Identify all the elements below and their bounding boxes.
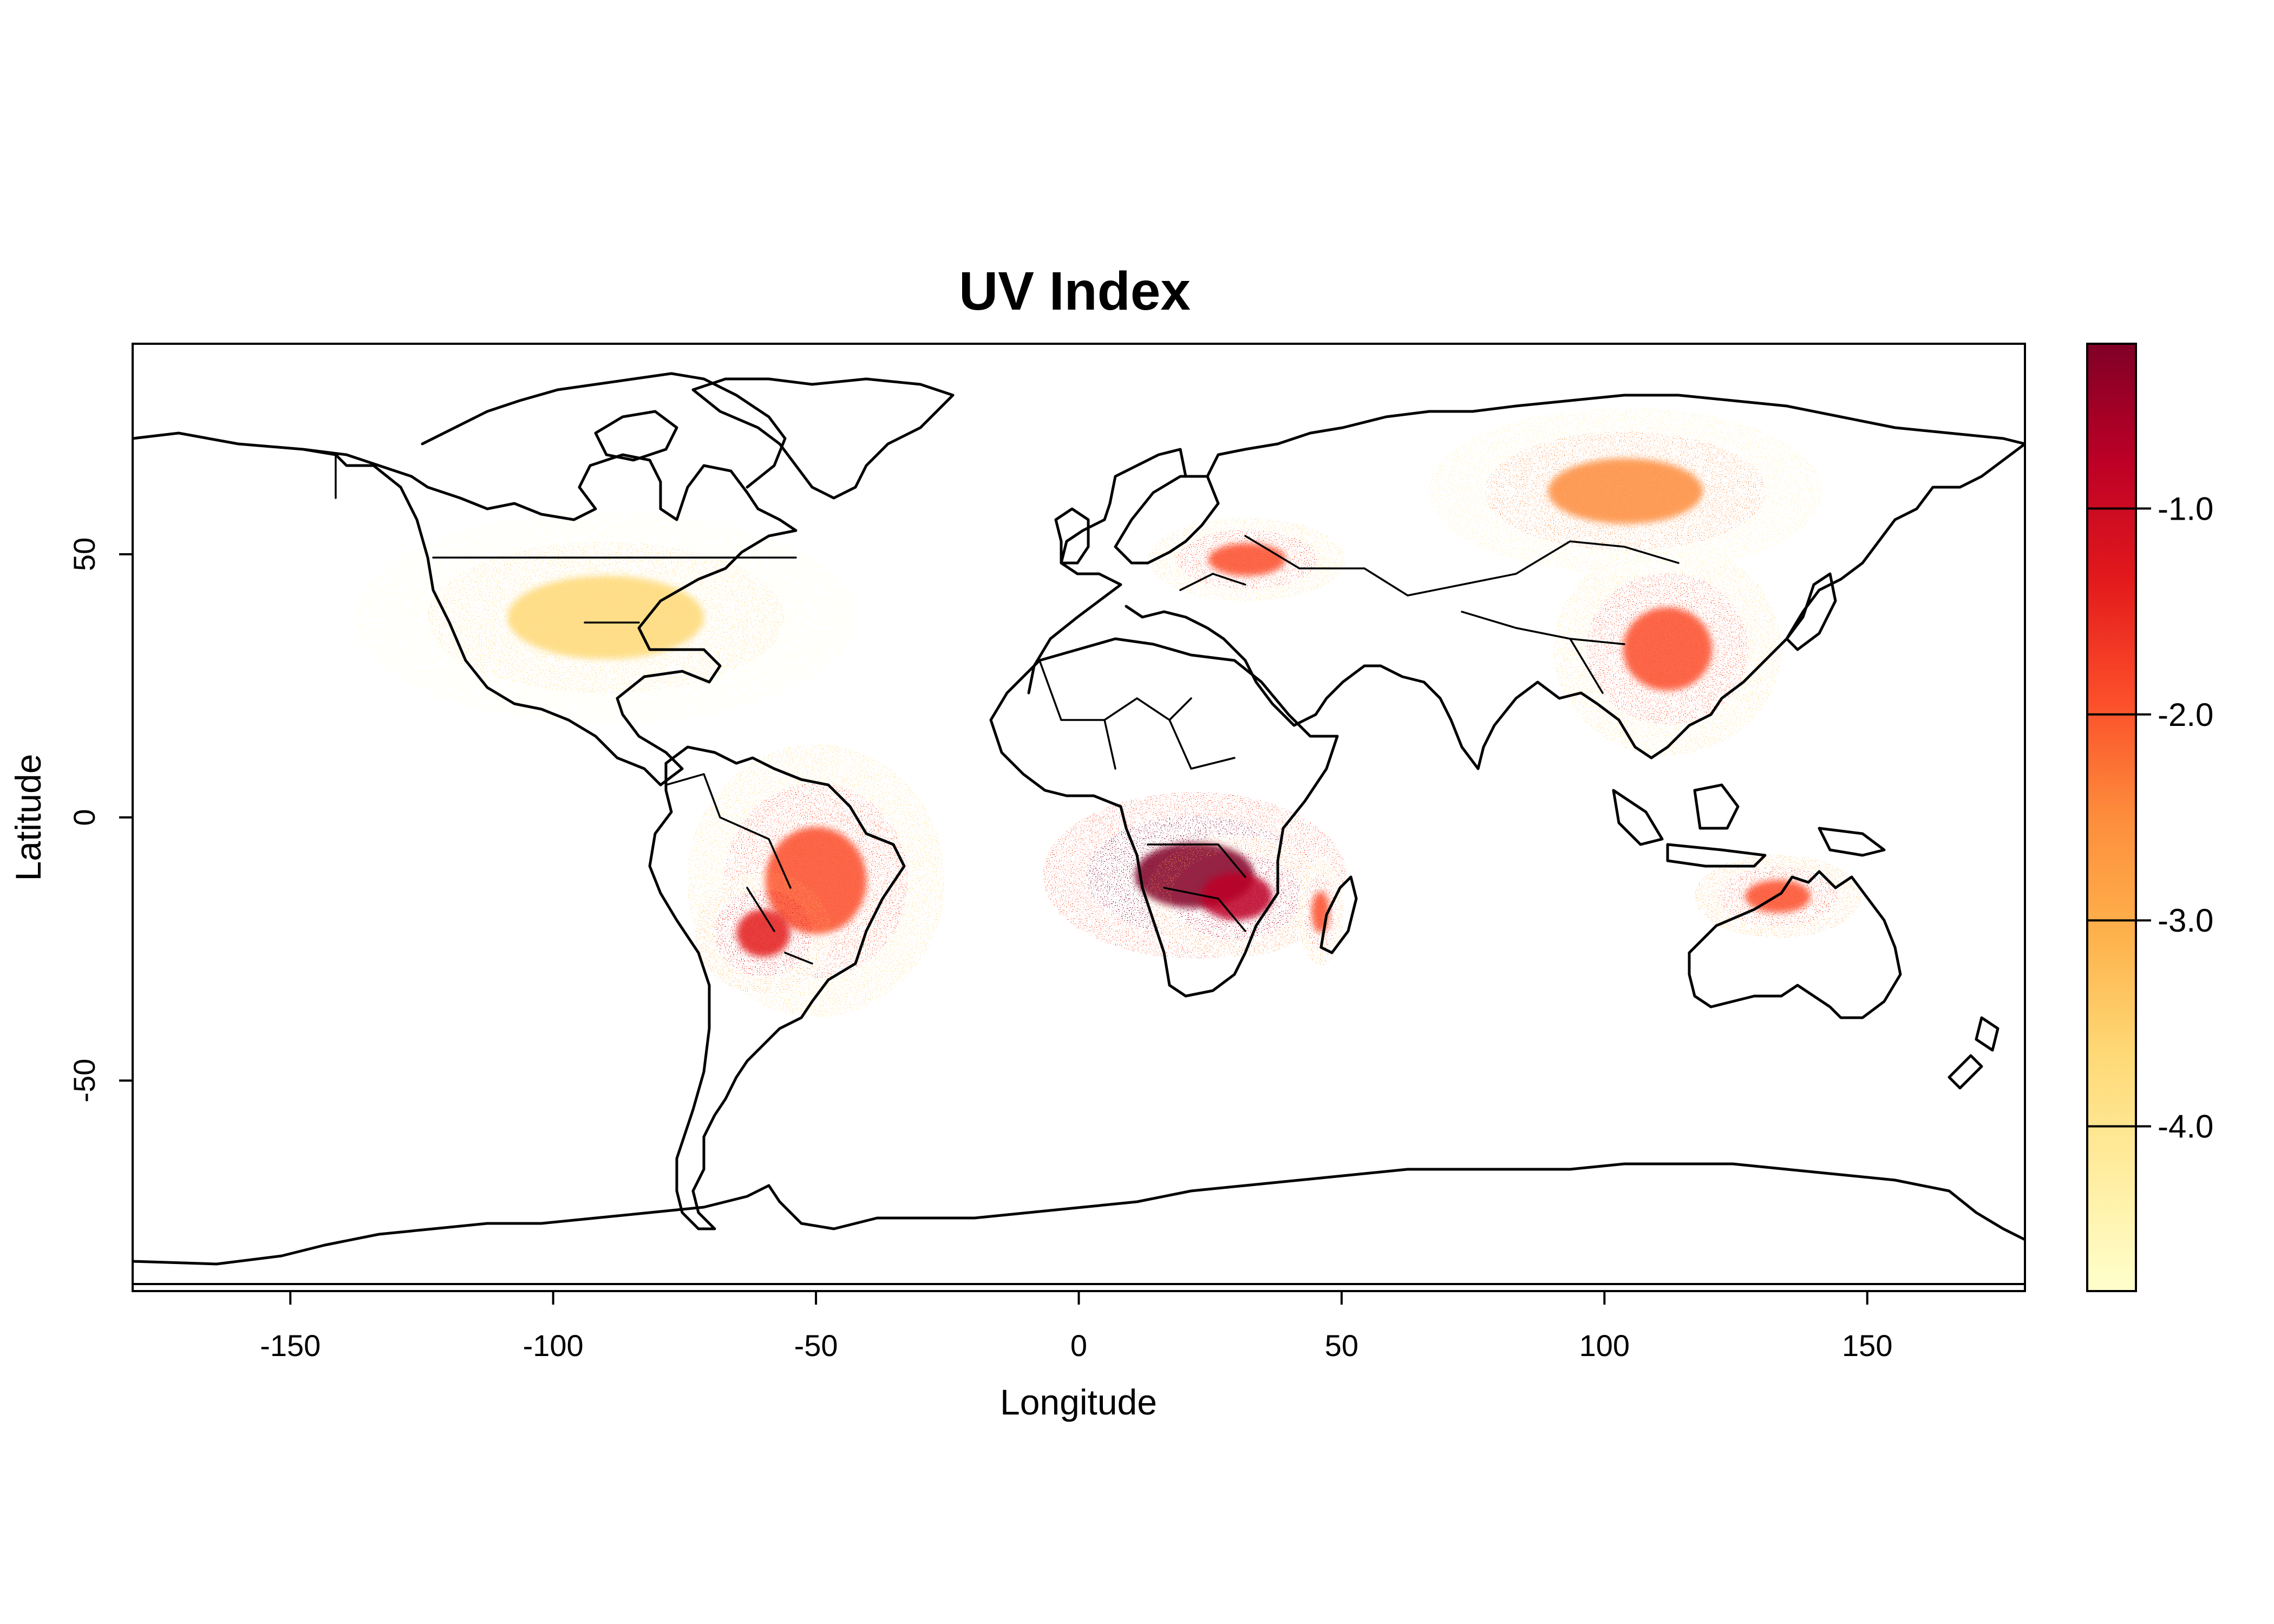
coastline-layer — [133, 372, 2025, 1266]
uv-hotspot — [1428, 408, 1823, 575]
north-america-outline — [133, 431, 798, 787]
legend-tick-label: -2.0 — [2158, 697, 2213, 733]
uv-hotspot — [1298, 859, 1344, 965]
country-borders — [335, 454, 1680, 965]
australia-outline — [1688, 870, 1902, 1019]
new-zealand-outline — [1948, 1016, 1999, 1090]
y-tick-label: -50 — [67, 1059, 101, 1103]
y-axis-label: Latitude — [8, 754, 48, 881]
uv-hotspot — [1553, 542, 1781, 755]
madagascar-outline — [1319, 875, 1358, 954]
uk-outline — [1054, 507, 1090, 565]
south-america-outline — [648, 745, 906, 1230]
antarctica-outline — [133, 1162, 2025, 1266]
map-title: UV Index — [959, 261, 1191, 322]
indonesia-outline — [1612, 783, 1886, 868]
y-tick-label: 0 — [67, 809, 101, 826]
legend-tick-label: -1.0 — [2158, 490, 2213, 527]
uv-hotspot — [687, 744, 945, 1017]
color-legend-ticks: -1.0 -2.0 -3.0 -4.0 — [2087, 490, 2213, 1145]
x-tick-label: 100 — [1579, 1328, 1630, 1363]
legend-tick-label: -3.0 — [2158, 902, 2213, 939]
x-tick-label: -150 — [260, 1328, 321, 1363]
scandinavia-outline — [1114, 475, 1220, 565]
x-axis: -150 -100 -50 0 50 100 150 — [260, 1291, 1892, 1363]
x-axis-label: Longitude — [1000, 1382, 1157, 1422]
canada-arctic-outline — [421, 372, 787, 489]
x-tick-label: 50 — [1325, 1328, 1358, 1363]
x-tick-label: -100 — [523, 1328, 584, 1363]
eurasia-outline — [1027, 394, 2025, 770]
color-legend: -1.0 -2.0 -3.0 -4.0 — [2086, 343, 2213, 1292]
y-tick-label: 50 — [67, 538, 101, 571]
japan-outline — [1785, 572, 1837, 651]
greenland-outline — [691, 377, 955, 500]
africa-outline — [989, 637, 1339, 998]
color-legend-bar — [2086, 343, 2137, 1292]
uv-hotspot — [695, 872, 832, 994]
map-area — [133, 372, 2025, 1266]
uv-value-layer — [355, 408, 1861, 1017]
y-axis: -50 0 50 — [67, 538, 133, 1103]
uv-hotspot — [355, 511, 856, 724]
x-tick-label: 0 — [1070, 1328, 1087, 1363]
uv-hotspot — [1145, 835, 1328, 957]
legend-tick-label: -4.0 — [2158, 1109, 2213, 1145]
uv-hotspot — [1148, 518, 1346, 601]
x-tick-label: 150 — [1842, 1328, 1892, 1363]
x-tick-label: -50 — [794, 1328, 838, 1363]
